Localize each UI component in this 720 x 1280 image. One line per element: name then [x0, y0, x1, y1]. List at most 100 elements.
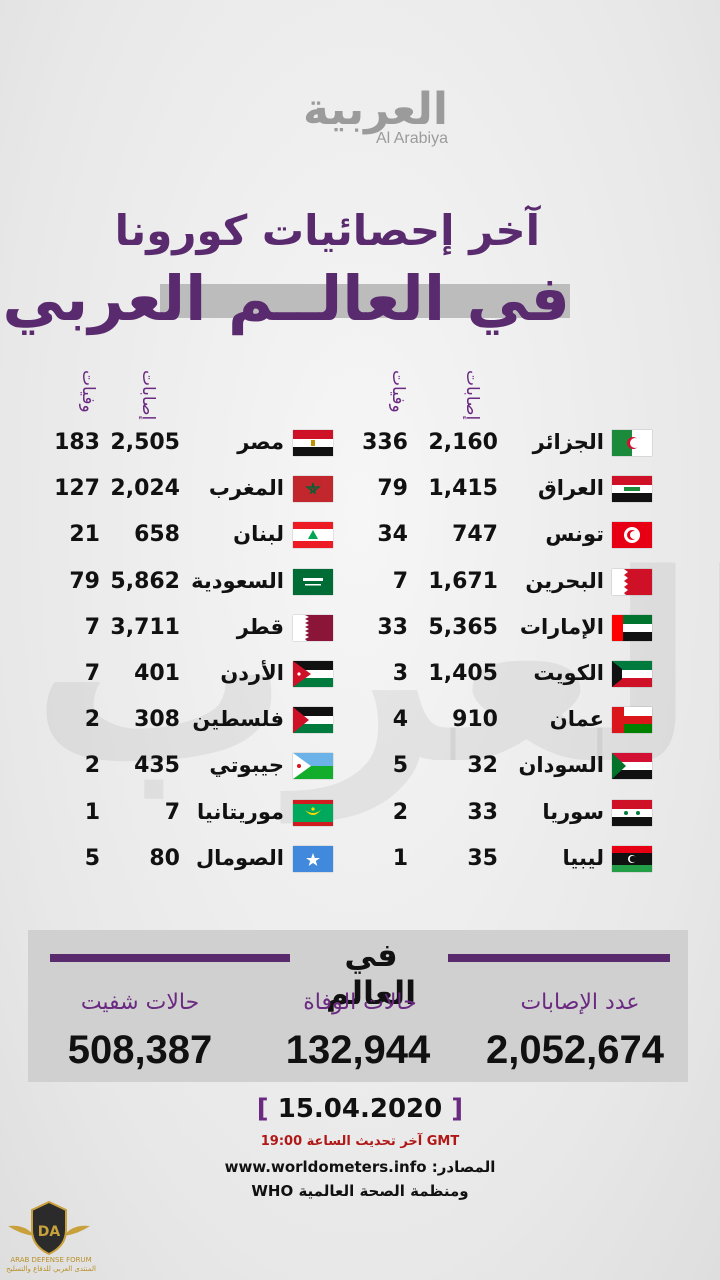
country-deaths: 5 [84, 846, 100, 871]
country-name: سوريا [542, 800, 604, 824]
country-deaths: 4 [392, 707, 408, 732]
djibouti-flag-icon [293, 753, 333, 779]
algeria-flag-icon [612, 430, 652, 456]
country-row: الكويت 1,405 3 [0, 655, 720, 695]
lebanon-flag-icon [293, 522, 333, 548]
country-row: ليبيا 35 1 [0, 840, 720, 880]
country-cases: 910 [452, 707, 498, 732]
world-cases-value: 2,052,674 [486, 1028, 664, 1072]
world-recovered-value: 508,387 [67, 1028, 213, 1072]
world-cases-label: عدد الإصابات [520, 990, 640, 1015]
country-cases: 7 [164, 800, 180, 825]
country-row: الجزائر 2,160 336 [0, 424, 720, 464]
date-bracket-open: [ [256, 1094, 269, 1124]
country-name: السودان [518, 753, 604, 777]
morocco-flag-icon [293, 476, 333, 502]
country-cases: 80 [149, 846, 180, 871]
title-line1: آخر إحصائيات كورونا [114, 206, 540, 255]
header-cases-right: إصابات [462, 370, 482, 421]
country-cases: 435 [134, 753, 180, 778]
country-deaths: 2 [84, 707, 100, 732]
country-name: الكويت [533, 661, 604, 685]
country-name: المغرب [208, 476, 284, 500]
country-deaths: 5 [392, 753, 408, 778]
saudi-flag-icon [293, 569, 333, 595]
qatar-flag-icon [293, 615, 333, 641]
forum-mark: DA [38, 1224, 61, 1240]
country-row: الصومال 80 5 [0, 840, 720, 880]
country-row: الإمارات 5,365 33 [0, 609, 720, 649]
country-deaths: 183 [54, 430, 100, 455]
country-deaths: 21 [69, 522, 100, 547]
country-row: العراق 1,415 79 [0, 470, 720, 510]
country-row: لبنان 658 21 [0, 516, 720, 556]
jordan-flag-icon [293, 661, 333, 687]
world-divider-right [448, 954, 670, 962]
country-name: الصومال [195, 846, 284, 870]
country-cases: 2,024 [110, 476, 180, 501]
country-deaths: 34 [377, 522, 408, 547]
country-deaths: 7 [84, 615, 100, 640]
country-deaths: 3 [392, 661, 408, 686]
country-cases: 3,711 [110, 615, 180, 640]
forum-name: ARAB DEFENSE FORUM المنتدى العربي للدفاع… [6, 1256, 96, 1274]
syria-flag-icon [612, 800, 652, 826]
world-deaths-label: حالات الوفاة [303, 990, 417, 1015]
country-deaths: 2 [392, 800, 408, 825]
country-deaths: 1 [84, 800, 100, 825]
logo-english: Al Arabiya [375, 130, 448, 147]
country-name: الإمارات [519, 615, 604, 639]
source-line1: www.worldometers.info :المصادر [224, 1158, 496, 1176]
update-time: آخر تحديث الساعة 19:00 GMT [260, 1134, 460, 1149]
world-divider-left [50, 954, 290, 962]
header-deaths-right: وفيات [388, 370, 408, 413]
country-name: مصر [237, 430, 284, 454]
country-row: مصر 2,505 183 [0, 424, 720, 464]
country-row: فلسطين 308 2 [0, 701, 720, 741]
title-line2: في العالــم العربي [2, 262, 570, 335]
world-recovered-label: حالات شفيت [80, 990, 200, 1015]
country-deaths: 127 [54, 476, 100, 501]
header-deaths-left: وفيات [78, 370, 98, 413]
country-row: عمان 910 4 [0, 701, 720, 741]
mauritania-flag-icon [293, 800, 333, 826]
country-name: الأردن [220, 661, 284, 685]
somalia-flag-icon [293, 846, 333, 872]
country-cases: 747 [452, 522, 498, 547]
country-name: العراق [538, 476, 604, 500]
country-row: موريتانيا 7 1 [0, 794, 720, 834]
header-cases-left: إصابات [138, 370, 158, 421]
country-row: السودان 32 5 [0, 747, 720, 787]
country-row: قطر 3,711 7 [0, 609, 720, 649]
update-date: [ 15.04.2020 ] [240, 1094, 480, 1124]
forum-logo-icon: DA [6, 1196, 92, 1276]
country-cases: 1,671 [428, 569, 498, 594]
country-row: البحرين 1,671 7 [0, 563, 720, 603]
country-row: المغرب 2,024 127 [0, 470, 720, 510]
tunisia-flag-icon [612, 522, 652, 548]
country-name: البحرين [525, 569, 604, 593]
country-deaths: 336 [362, 430, 408, 455]
country-name: لبنان [233, 522, 284, 546]
country-deaths: 79 [377, 476, 408, 501]
background-watermark: العرب [30, 520, 720, 822]
country-cases: 2,505 [110, 430, 180, 455]
country-name: الجزائر [532, 430, 604, 454]
kuwait-flag-icon [612, 661, 652, 687]
country-row: الأردن 401 7 [0, 655, 720, 695]
logo-arabic: العربية [303, 84, 448, 135]
country-deaths: 7 [392, 569, 408, 594]
country-cases: 5,862 [110, 569, 180, 594]
country-deaths: 79 [69, 569, 100, 594]
country-name: فلسطين [192, 707, 284, 731]
country-cases: 35 [467, 846, 498, 871]
country-deaths: 7 [84, 661, 100, 686]
country-name: ليبيا [562, 846, 605, 870]
date-text: 15.04.2020 [277, 1094, 443, 1124]
country-cases: 33 [467, 800, 498, 825]
country-cases: 1,405 [428, 661, 498, 686]
title-highlight-bar [160, 284, 570, 318]
world-deaths-value: 132,944 [285, 1028, 431, 1072]
country-name: قطر [236, 615, 284, 639]
